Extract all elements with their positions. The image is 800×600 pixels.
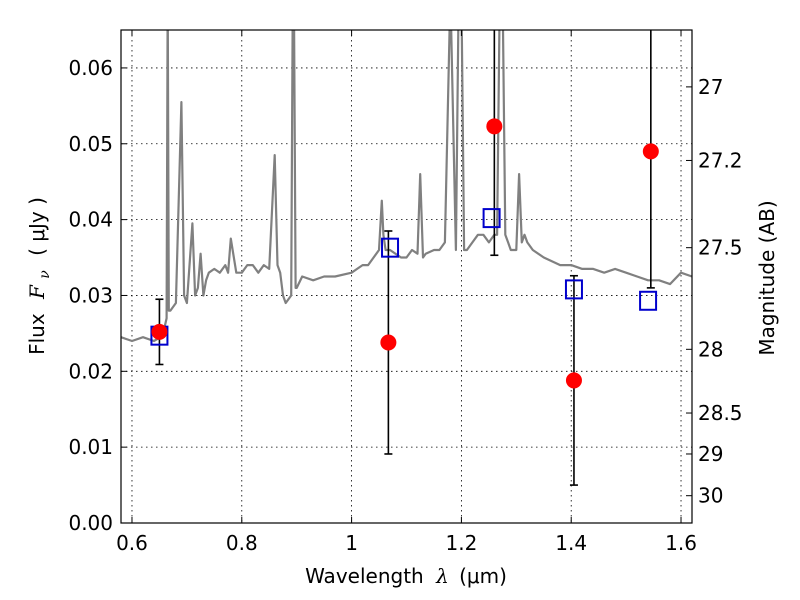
y-tick-label: 0.03 xyxy=(68,283,113,307)
y-tick-label: 0.02 xyxy=(68,359,113,383)
y2-tick-label: 30 xyxy=(698,484,723,508)
y-axis-title-symbol: F xyxy=(25,284,49,300)
y2-tick-label: 28.5 xyxy=(698,401,743,425)
observed-point xyxy=(151,323,168,340)
x-tick-label: 1.6 xyxy=(665,531,697,555)
y-tick-label: 0.05 xyxy=(68,132,113,156)
axis-ticks: 0.6 0.8 1 1.2 1.4 1.6 0.00 0.01 0.02 0.03 0.04 0.05… xyxy=(68,30,743,555)
x-axis-title-symbol: λ xyxy=(435,564,449,588)
x-axis-title-prefix: Wavelength xyxy=(305,564,424,588)
plot-frame xyxy=(120,29,693,524)
observed-point xyxy=(642,143,659,160)
model-phot-square xyxy=(639,290,658,311)
model-spectrum-line xyxy=(121,30,692,343)
y-axis-title-subscript: ν xyxy=(37,270,53,279)
y-tick-label: 0.01 xyxy=(68,435,113,459)
y-axis-title: Flux F ν ( μJy ) xyxy=(25,197,54,355)
y2-tick-label: 27.2 xyxy=(698,148,743,172)
model-phot-square xyxy=(482,208,501,229)
y-tick-label: 0.04 xyxy=(68,208,113,232)
x-axis-title-unit: (μm) xyxy=(459,564,507,588)
x-axis-title: Wavelength λ (μm) xyxy=(305,564,507,588)
y2-tick-label: 29 xyxy=(698,442,723,466)
y2-tick-label: 27 xyxy=(698,75,723,99)
observed-point xyxy=(380,334,397,351)
y-axis-title-prefix: Flux xyxy=(25,313,49,355)
y2-tick-label: 27.5 xyxy=(698,236,743,260)
x-tick-label: 1.4 xyxy=(555,531,587,555)
model-phot-square xyxy=(381,237,400,258)
x-tick-label: 1.2 xyxy=(445,531,477,555)
observed-point xyxy=(565,372,582,389)
x-tick-label: 0.8 xyxy=(226,531,258,555)
observed-point xyxy=(486,118,503,135)
y2-tick-label: 28 xyxy=(698,337,723,361)
plot-area xyxy=(121,30,692,486)
x-tick-label: 1 xyxy=(345,531,358,555)
y-tick-label: 0.00 xyxy=(68,511,113,535)
x-tick-label: 0.6 xyxy=(116,531,148,555)
y-tick-label: 0.06 xyxy=(68,56,113,80)
y2-axis-title: Magnitude (AB) xyxy=(755,200,779,355)
model-phot-square xyxy=(564,279,583,300)
y-axis-title-unit: ( μJy ) xyxy=(25,197,49,256)
